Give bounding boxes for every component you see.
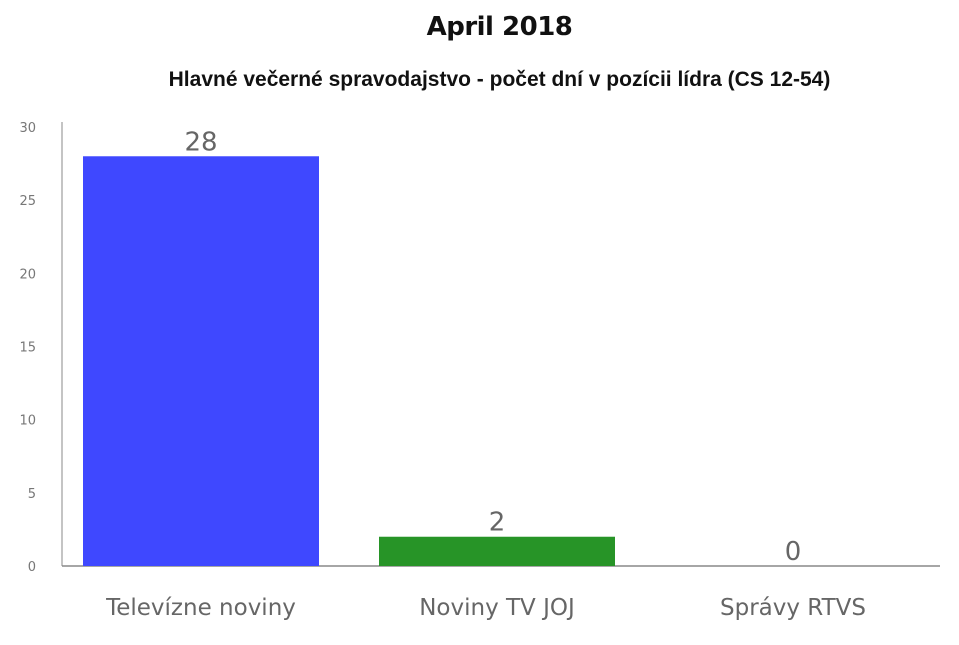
- data-label: 28: [184, 127, 217, 157]
- y-tick-label: 5: [28, 487, 36, 502]
- y-tick-label: 25: [19, 194, 36, 209]
- y-tick-label: 10: [19, 414, 36, 429]
- x-category-label: Noviny TV JOJ: [419, 595, 575, 621]
- y-tick-label: 30: [19, 121, 36, 136]
- y-tick-label: 20: [19, 267, 36, 282]
- bar: [379, 536, 615, 566]
- y-tick-label: 15: [19, 341, 36, 356]
- data-label: 2: [489, 508, 506, 538]
- chart-title: April 2018: [426, 12, 573, 42]
- x-category-label: Správy RTVS: [720, 595, 866, 621]
- chart-subtitle: Hlavné večerné spravodajstvo - počet dní…: [168, 68, 831, 91]
- data-label: 0: [785, 537, 802, 567]
- bar: [83, 156, 319, 566]
- x-category-label: Televízne noviny: [105, 595, 296, 621]
- y-tick-label: 0: [28, 560, 36, 575]
